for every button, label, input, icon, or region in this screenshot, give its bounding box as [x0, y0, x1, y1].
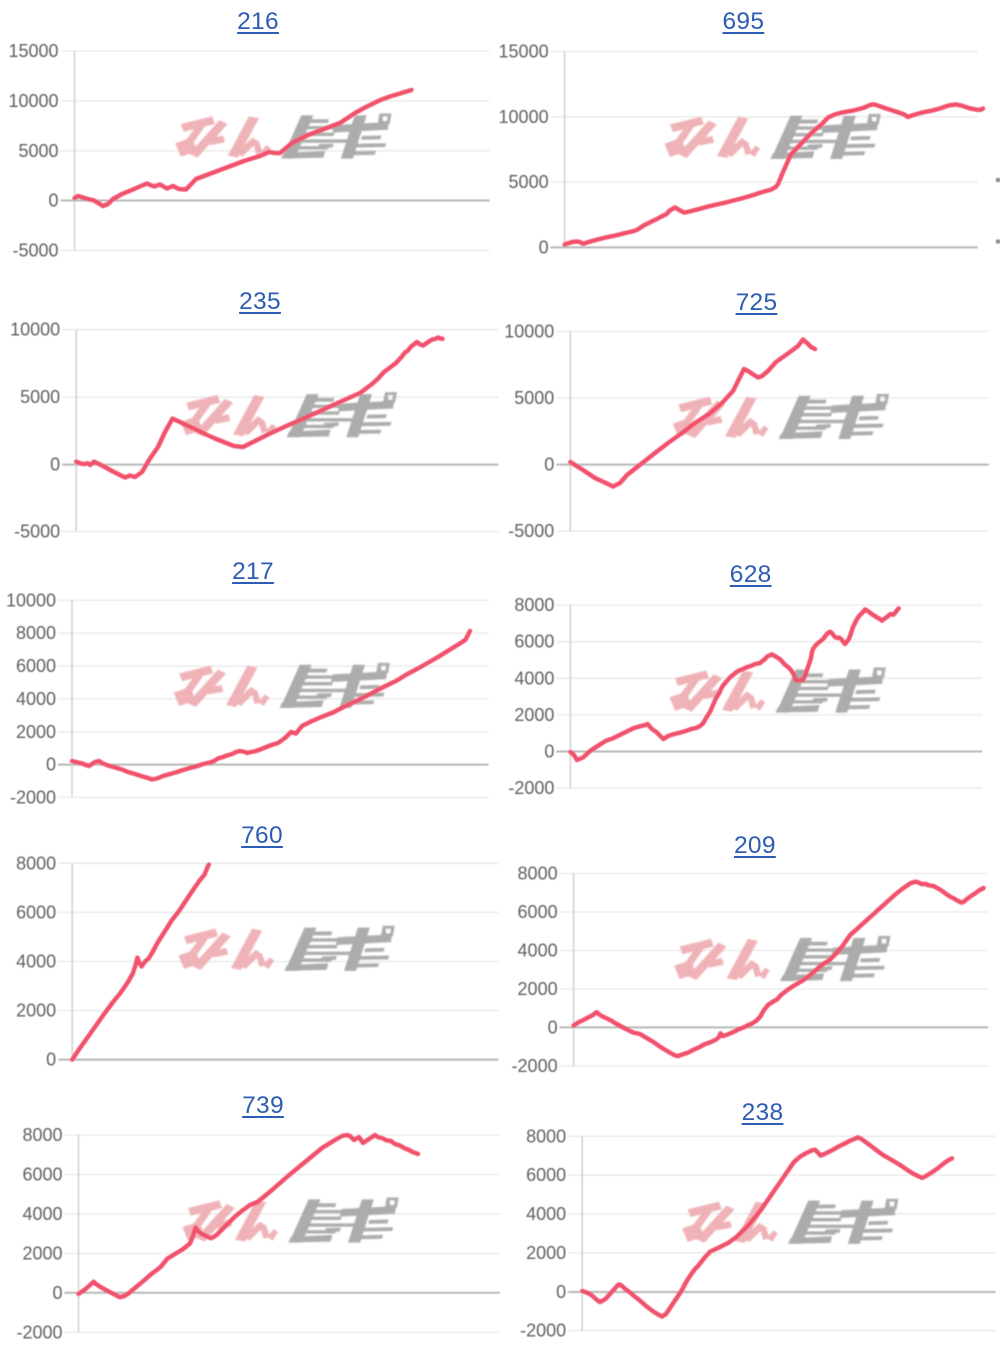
svg-text:0: 0: [48, 191, 58, 211]
svg-text:-2000: -2000: [10, 787, 56, 807]
svg-text:4000: 4000: [518, 941, 558, 961]
svg-text:4000: 4000: [16, 952, 56, 972]
svg-text:2000: 2000: [16, 1001, 56, 1021]
svg-text:4000: 4000: [514, 668, 554, 688]
svg-text:-5000: -5000: [508, 521, 554, 541]
svg-text:4000: 4000: [22, 1204, 62, 1224]
svg-text:8000: 8000: [16, 623, 56, 643]
svg-text:0: 0: [52, 1283, 62, 1303]
svg-text:-2000: -2000: [16, 1322, 62, 1342]
svg-text:10000: 10000: [504, 321, 554, 341]
svg-text:2000: 2000: [526, 1243, 566, 1263]
svg-text:5000: 5000: [509, 172, 549, 192]
svg-text:0: 0: [544, 455, 554, 475]
svg-text:-2000: -2000: [512, 1056, 558, 1076]
svg-text:2000: 2000: [514, 705, 554, 725]
svg-text:0: 0: [548, 1017, 558, 1037]
svg-text:8000: 8000: [22, 1125, 62, 1145]
svg-text:0: 0: [50, 455, 60, 475]
svg-text:10000: 10000: [8, 91, 58, 111]
svg-text:-2000: -2000: [520, 1321, 566, 1341]
svg-text:2000: 2000: [16, 722, 56, 742]
svg-text:6000: 6000: [16, 656, 56, 676]
svg-text:6000: 6000: [526, 1165, 566, 1185]
svg-text:10000: 10000: [499, 107, 549, 127]
svg-text:6000: 6000: [22, 1165, 62, 1185]
svg-text:6000: 6000: [518, 902, 558, 922]
svg-text:4000: 4000: [16, 689, 56, 709]
svg-text:4000: 4000: [526, 1204, 566, 1224]
svg-text:2000: 2000: [22, 1244, 62, 1264]
svg-text:2000: 2000: [518, 979, 558, 999]
svg-text:15000: 15000: [499, 41, 549, 61]
svg-text:8000: 8000: [526, 1126, 566, 1146]
svg-text:5000: 5000: [18, 141, 58, 161]
svg-text:5000: 5000: [20, 387, 60, 407]
svg-text:6000: 6000: [16, 902, 56, 922]
svg-text:-5000: -5000: [12, 241, 58, 261]
svg-text:0: 0: [46, 1050, 56, 1070]
svg-text:6000: 6000: [514, 632, 554, 652]
svg-text:0: 0: [539, 237, 549, 257]
svg-text:8000: 8000: [518, 864, 558, 884]
svg-text:10000: 10000: [10, 320, 60, 340]
svg-text:8000: 8000: [514, 595, 554, 615]
svg-text:-5000: -5000: [14, 522, 60, 542]
svg-text:15000: 15000: [8, 41, 58, 61]
svg-text:8000: 8000: [16, 853, 56, 873]
svg-text:0: 0: [556, 1282, 566, 1302]
svg-text:0: 0: [46, 755, 56, 775]
svg-text:5000: 5000: [514, 388, 554, 408]
svg-text:-2000: -2000: [508, 778, 554, 798]
svg-text:10000: 10000: [6, 590, 56, 610]
svg-text:0: 0: [544, 742, 554, 762]
